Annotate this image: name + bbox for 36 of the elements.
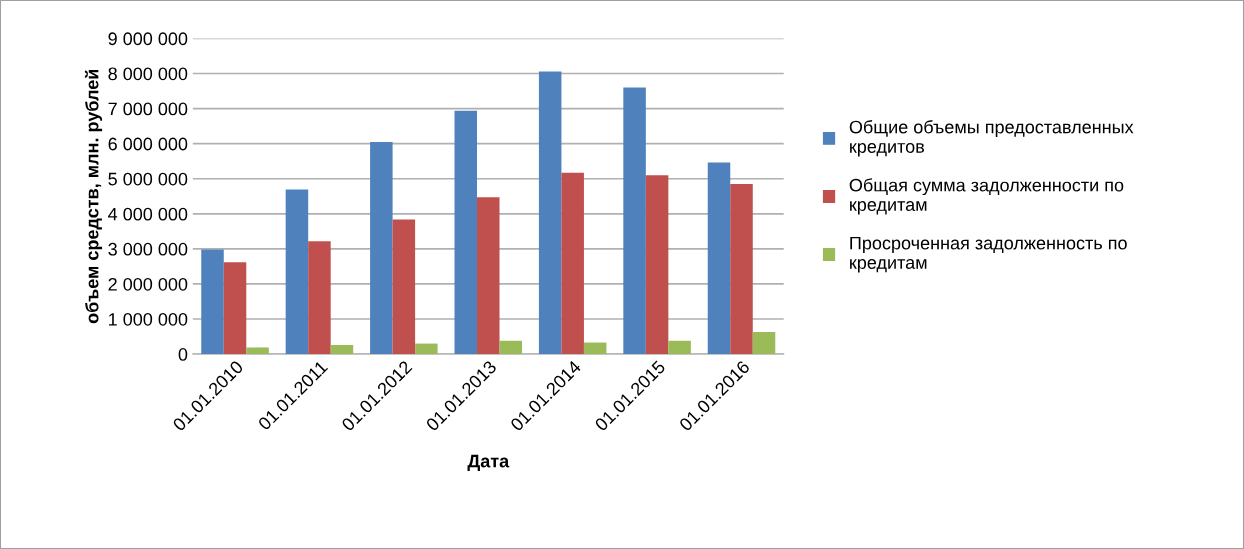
bar (752, 332, 776, 355)
y-tick-label: 8 000 000 (108, 67, 188, 81)
bar (477, 197, 500, 355)
y-tick-label: 3 000 000 (108, 242, 188, 256)
y-tick-label: 0 (178, 348, 188, 361)
y-tick-label: 5 000 000 (108, 172, 188, 186)
bar (707, 162, 731, 355)
y-axis-title: объем средств, млн. рублей (84, 69, 103, 324)
bar (645, 175, 669, 355)
y-tick-label: 4 000 000 (108, 207, 188, 221)
bar (392, 219, 416, 355)
bar (370, 141, 393, 355)
legend-label: Общие объемы предоставленных кредитов (849, 120, 1134, 157)
bar (454, 110, 478, 355)
legend-label: Просроченная задолженность по кредитам (850, 236, 1127, 273)
bar (499, 340, 523, 355)
x-axis-title: Дата (467, 454, 510, 471)
bar (730, 183, 753, 355)
y-tick-label: 7 000 000 (108, 102, 188, 116)
bar (415, 343, 438, 355)
bar (623, 87, 646, 355)
y-tick-label: 1 000 000 (109, 312, 188, 326)
y-tick-label: 9 000 000 (108, 32, 188, 46)
bar (583, 342, 607, 355)
bar (561, 172, 584, 355)
bar (201, 249, 224, 355)
y-tick-label: 6 000 000 (108, 137, 188, 151)
bar (668, 340, 691, 355)
y-tick-label: 2 000 000 (108, 277, 188, 291)
bar (246, 347, 269, 355)
bar (223, 262, 247, 355)
bar (285, 189, 309, 355)
bar (330, 344, 354, 355)
legend-label: Общая сумма задолженности по кредитам (849, 178, 1124, 215)
bar (308, 241, 331, 355)
bar (538, 71, 562, 355)
